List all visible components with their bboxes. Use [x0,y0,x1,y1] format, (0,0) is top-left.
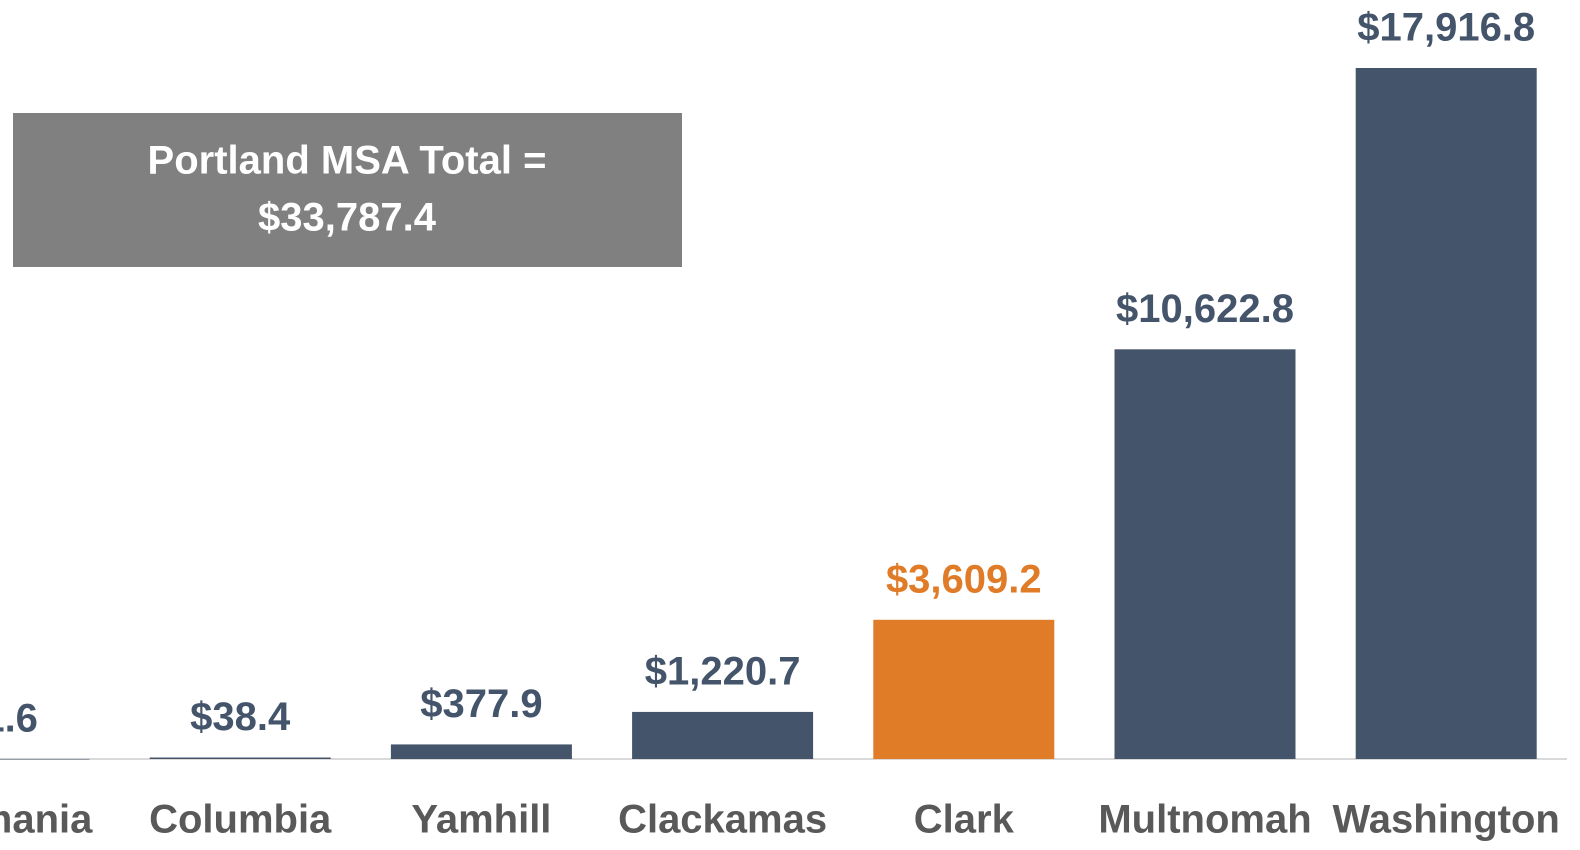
value-label: $377.9 [420,682,542,726]
bar [149,757,331,759]
value-label: $1,220.7 [645,649,801,693]
x-tick-label: Yamhill [411,798,551,842]
value-label: $38.4 [190,695,291,739]
x-tick-label: Washington [1333,798,1560,842]
value-label: $1.6 [0,697,38,741]
bar [390,744,572,759]
value-label: $3,609.2 [886,557,1042,601]
annotation-line: Portland MSA Total = [148,139,547,183]
bar [1114,349,1296,759]
annotation-box [13,113,682,267]
bar [1355,68,1537,759]
x-tick-label: Skamania [0,798,93,842]
value-label: $10,622.8 [1116,287,1294,331]
bar [632,711,814,759]
x-tick-label: Clark [914,798,1015,842]
x-tick-label: Multnomah [1098,798,1311,842]
x-tick-label: Clackamas [618,798,827,842]
value-label: $17,916.8 [1357,6,1535,50]
x-tick-label: Columbia [149,798,332,842]
bar [873,619,1055,759]
bar [0,758,90,760]
annotation-line: $33,787.4 [258,196,437,240]
